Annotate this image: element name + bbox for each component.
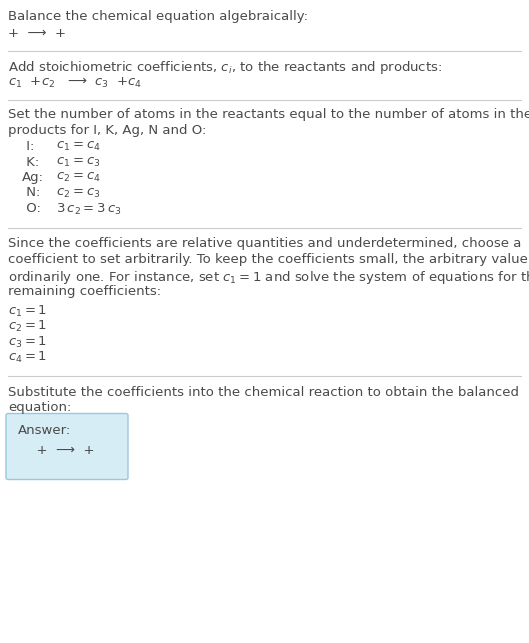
Text: Since the coefficients are relative quantities and underdetermined, choose a: Since the coefficients are relative quan… [8,237,522,251]
Text: +  ⟶  +: + ⟶ + [28,444,95,457]
Text: O:: O: [22,202,41,215]
Text: $c_1 = c_3$: $c_1 = c_3$ [52,156,101,168]
Text: I:: I: [22,140,34,153]
Text: +  ⟶  +: + ⟶ + [8,27,66,40]
FancyBboxPatch shape [6,413,128,480]
Text: ordinarily one. For instance, set $c_1 = 1$ and solve the system of equations fo: ordinarily one. For instance, set $c_1 =… [8,269,529,287]
Text: Balance the chemical equation algebraically:: Balance the chemical equation algebraica… [8,10,308,23]
Text: $3\,c_2 = 3\,c_3$: $3\,c_2 = 3\,c_3$ [52,202,122,217]
Text: $c_1$  +$c_2$   ⟶  $c_3$  +$c_4$: $c_1$ +$c_2$ ⟶ $c_3$ +$c_4$ [8,76,142,90]
Text: $c_1 = 1$: $c_1 = 1$ [8,303,47,318]
Text: Set the number of atoms in the reactants equal to the number of atoms in the: Set the number of atoms in the reactants… [8,108,529,121]
Text: $c_2 = 1$: $c_2 = 1$ [8,319,47,334]
Text: Substitute the coefficients into the chemical reaction to obtain the balanced: Substitute the coefficients into the che… [8,386,519,399]
Text: $c_1 = c_4$: $c_1 = c_4$ [52,140,101,153]
Text: $c_2 = c_4$: $c_2 = c_4$ [52,171,101,184]
Text: K:: K: [22,156,39,168]
Text: coefficient to set arbitrarily. To keep the coefficients small, the arbitrary va: coefficient to set arbitrarily. To keep … [8,253,529,266]
Text: equation:: equation: [8,401,71,415]
Text: Add stoichiometric coefficients, $c_i$, to the reactants and products:: Add stoichiometric coefficients, $c_i$, … [8,59,442,76]
Text: Ag:: Ag: [22,171,44,184]
Text: $c_3 = 1$: $c_3 = 1$ [8,334,47,350]
Text: Answer:: Answer: [18,424,71,437]
Text: products for I, K, Ag, N and O:: products for I, K, Ag, N and O: [8,124,206,137]
Text: N:: N: [22,186,40,199]
Text: remaining coefficients:: remaining coefficients: [8,285,161,298]
Text: $c_4 = 1$: $c_4 = 1$ [8,350,47,365]
Text: $c_2 = c_3$: $c_2 = c_3$ [52,186,101,199]
